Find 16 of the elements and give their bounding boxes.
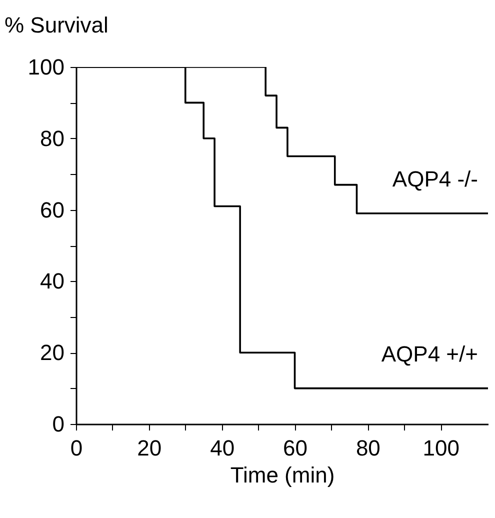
y-tick-label: 80 [40,126,64,151]
y-tick-label: 60 [40,197,64,222]
x-tick-label: 60 [283,436,308,460]
series-label: AQP4 +/+ [381,341,478,366]
y-tick-label: 100 [28,54,64,80]
x-tick-label: 80 [356,436,380,460]
y-axis-title: % Survival [4,12,108,38]
x-tick-label: 20 [137,436,162,460]
x-tick-label: 100 [422,436,460,460]
y-tick-label: 20 [40,340,64,366]
x-tick-label: 40 [210,436,235,460]
y-tick-label: 40 [40,268,64,294]
x-tick-label: 0 [70,436,83,460]
series-label: AQP4 -/- [392,166,478,192]
x-axis-title: Time (min) [230,462,335,488]
y-tick-label: 0 [52,412,64,436]
